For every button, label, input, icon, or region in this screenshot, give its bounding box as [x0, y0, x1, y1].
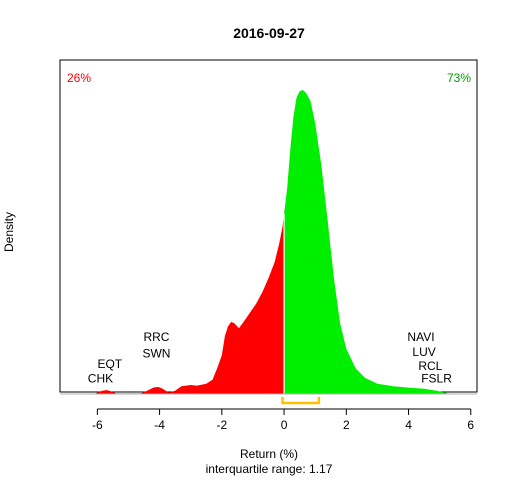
annotation-chk: CHK	[88, 371, 113, 385]
x-tick-label: 4	[405, 418, 412, 432]
chart-title: 2016-09-27	[233, 25, 305, 41]
annotation-eqt: EQT	[97, 357, 122, 371]
x-tick-label: -4	[154, 418, 165, 432]
x-tick-label: 2	[343, 418, 350, 432]
iqr-subtitle: interquartile range: 1.17	[206, 462, 333, 476]
x-tick-label: 6	[467, 418, 474, 432]
plot-area	[60, 90, 477, 405]
annotation-luv: LUV	[412, 345, 435, 359]
annotation-rcl: RCL	[418, 359, 442, 373]
x-axis-label: Return (%)	[240, 447, 298, 461]
x-tick-label: -2	[216, 418, 227, 432]
annotation-rrc: RRC	[143, 330, 169, 344]
annotation-swn: SWN	[142, 346, 170, 360]
y-axis-label: Density	[2, 212, 16, 252]
iqr-bracket	[281, 397, 321, 405]
x-tick-label: 0	[281, 418, 288, 432]
annotation-navi: NAVI	[407, 330, 434, 344]
x-tick-label: -6	[92, 418, 103, 432]
positive-density-area	[284, 90, 449, 394]
pct-positive-label: 73%	[447, 71, 471, 85]
x-axis: -6 -4 -2 0 2 4 6	[92, 408, 474, 432]
negative-density-area	[94, 213, 285, 394]
pct-negative-label: 26%	[67, 71, 91, 85]
annotation-fslr: FSLR	[421, 371, 452, 385]
